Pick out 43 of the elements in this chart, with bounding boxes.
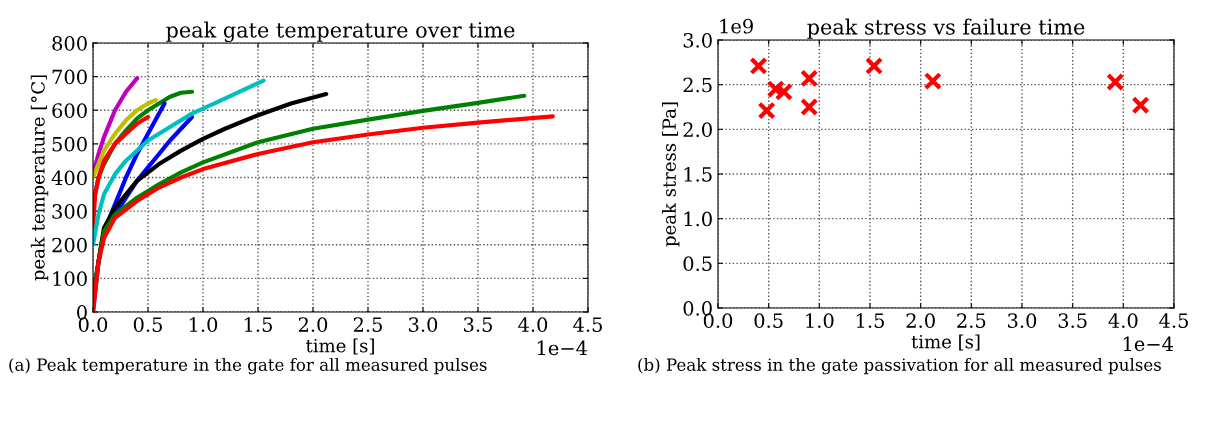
y-tick-label: 1.5: [684, 166, 712, 182]
y-tick-label: 0.5: [683, 256, 712, 271]
x-tick-label: 2.0: [298, 317, 328, 332]
y-tick-label: 200: [52, 237, 87, 253]
x-axis-title: time [s]: [306, 338, 374, 355]
x-axis-title: time [s]: [911, 334, 980, 351]
chart-title: peak gate temperature over time: [166, 21, 515, 43]
x-tick-label: 2.5: [353, 317, 382, 332]
y-axis-title: peak stress [Pa]: [661, 102, 680, 247]
y-tick-label: 1.0: [684, 211, 712, 227]
x-tick-label: 3.5: [1058, 313, 1087, 328]
x-tick-label: 3.5: [464, 317, 492, 332]
x-tick-label: 4.0: [518, 317, 548, 332]
x-tick-label: 2.5: [957, 313, 986, 328]
text: 1e9: [720, 18, 753, 34]
x-tick-label: 0.5: [754, 313, 783, 328]
y-tick-label: 700: [52, 69, 87, 85]
x-tick-label: 1.0: [189, 317, 218, 332]
chart-title: peak stress vs failure time: [807, 18, 1085, 39]
x-tick-label: 0.5: [133, 317, 162, 332]
x-tick-label: 4.5: [573, 317, 602, 332]
y-tick-label: 3.0: [683, 32, 712, 48]
y-tick-label: 400: [51, 170, 87, 186]
text: 1e−4: [537, 340, 588, 356]
text: (a) Peak temperature in the gate for all measured pulses: [9, 358, 487, 375]
x-tick-label: 3.0: [409, 317, 438, 332]
y-axis-title: peak temperature [°C]: [30, 75, 49, 281]
x-tick-label: 3.0: [1008, 313, 1037, 328]
y-tick-label: 500: [52, 136, 87, 152]
y-tick-label: 600: [52, 103, 87, 118]
x-tick-label: 2.0: [906, 313, 935, 328]
y-tick-label: 2.0: [683, 122, 712, 137]
x-tick-label: 1.5: [244, 317, 272, 332]
y-tick-label: 2.5: [683, 77, 712, 93]
x-tick-label: 1.5: [856, 313, 884, 328]
y-tick-label: 800: [52, 35, 87, 51]
text: (b) Peak stress in the gate passivation for all measured pulses: [638, 358, 1161, 375]
x-tick-label: 4.5: [1159, 313, 1188, 328]
x-tick-label: 4.0: [1108, 313, 1138, 328]
text: 1e−4: [1123, 336, 1174, 352]
y-tick-label: 300: [52, 204, 87, 219]
x-tick-label: 1.0: [806, 313, 834, 328]
y-tick-label: 100: [53, 271, 87, 287]
